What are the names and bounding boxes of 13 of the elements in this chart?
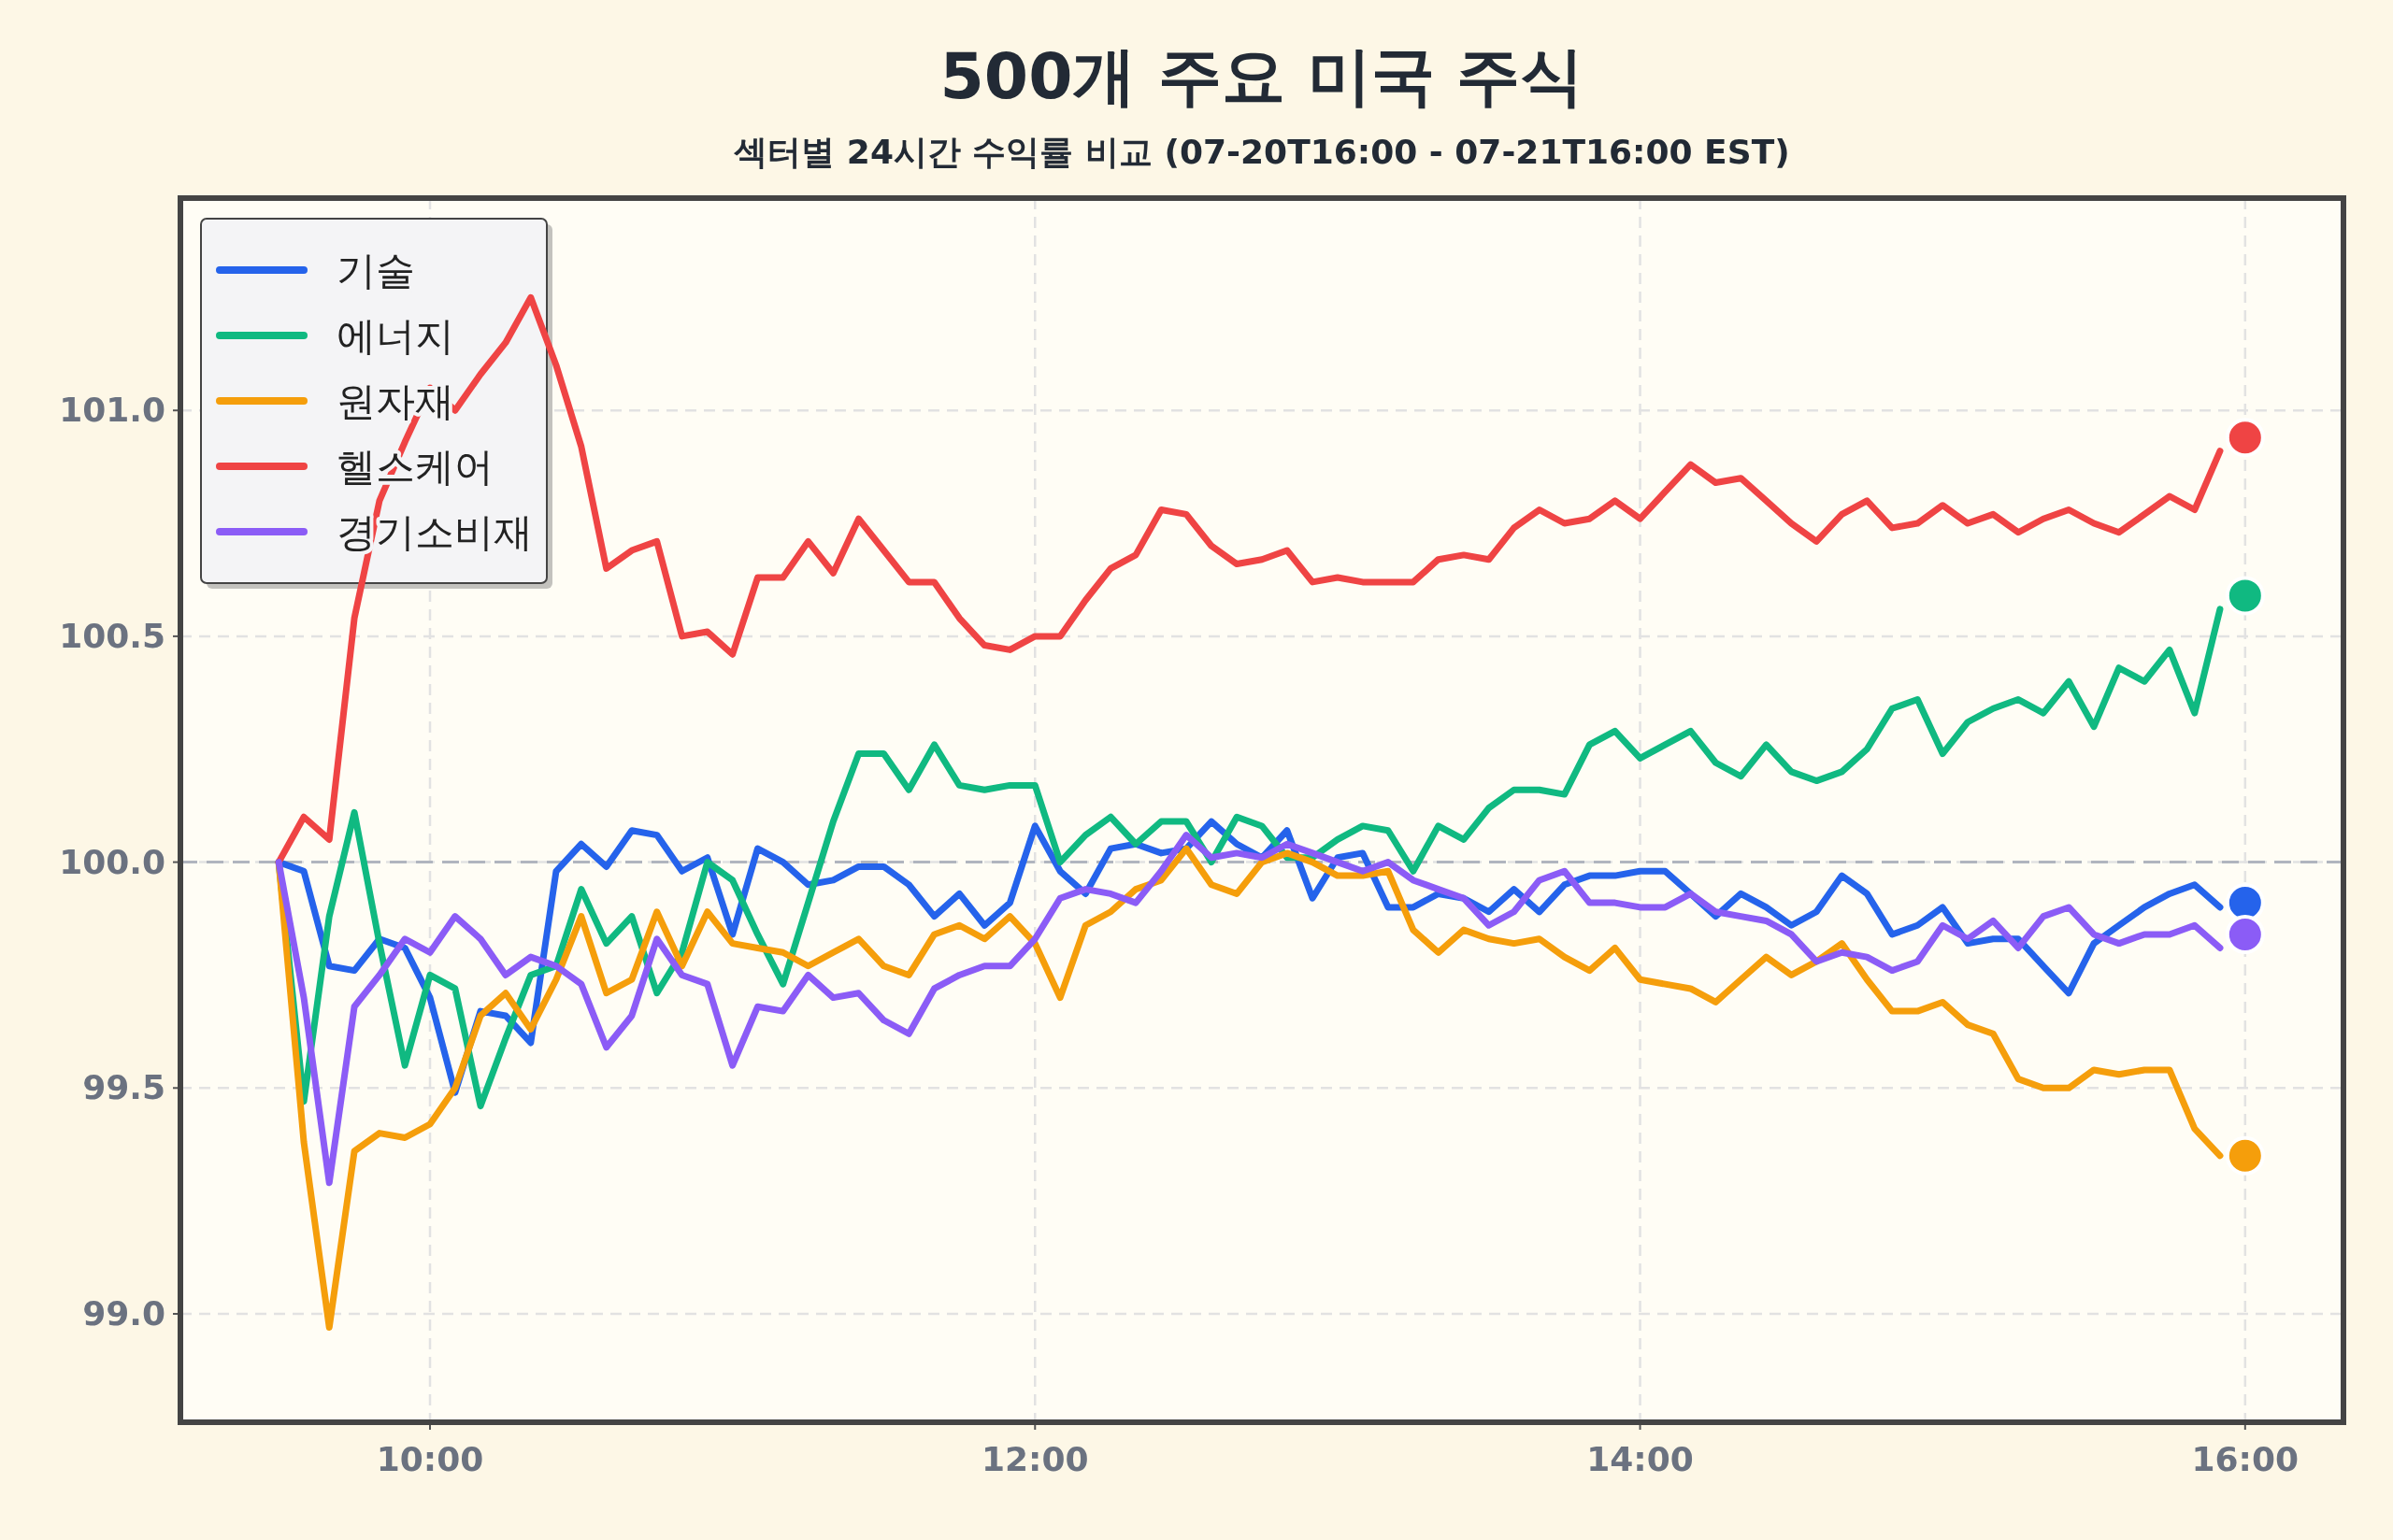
x-tick-label: 10:00 [376,1440,484,1478]
x-tick-label: 14:00 [1586,1440,1694,1478]
x-tick-label: 12:00 [981,1440,1089,1478]
chart-title: 500개 주요 미국 주식 [939,39,1584,113]
y-tick-label: 99.5 [82,1068,165,1107]
y-tick-label: 99.0 [82,1293,165,1333]
y-tick-label: 101.0 [59,391,165,430]
y-tick-label: 100.5 [59,616,165,655]
legend-label: 에너지 [337,313,454,359]
x-tick-label: 16:00 [2191,1440,2300,1478]
legend-label: 기술 [337,248,415,293]
chart-subtitle: 섹터별 24시간 수익률 비교 (07-20T16:00 - 07-21T16:00 EST) [733,133,1790,171]
y-tick-label: 100.0 [59,842,165,881]
